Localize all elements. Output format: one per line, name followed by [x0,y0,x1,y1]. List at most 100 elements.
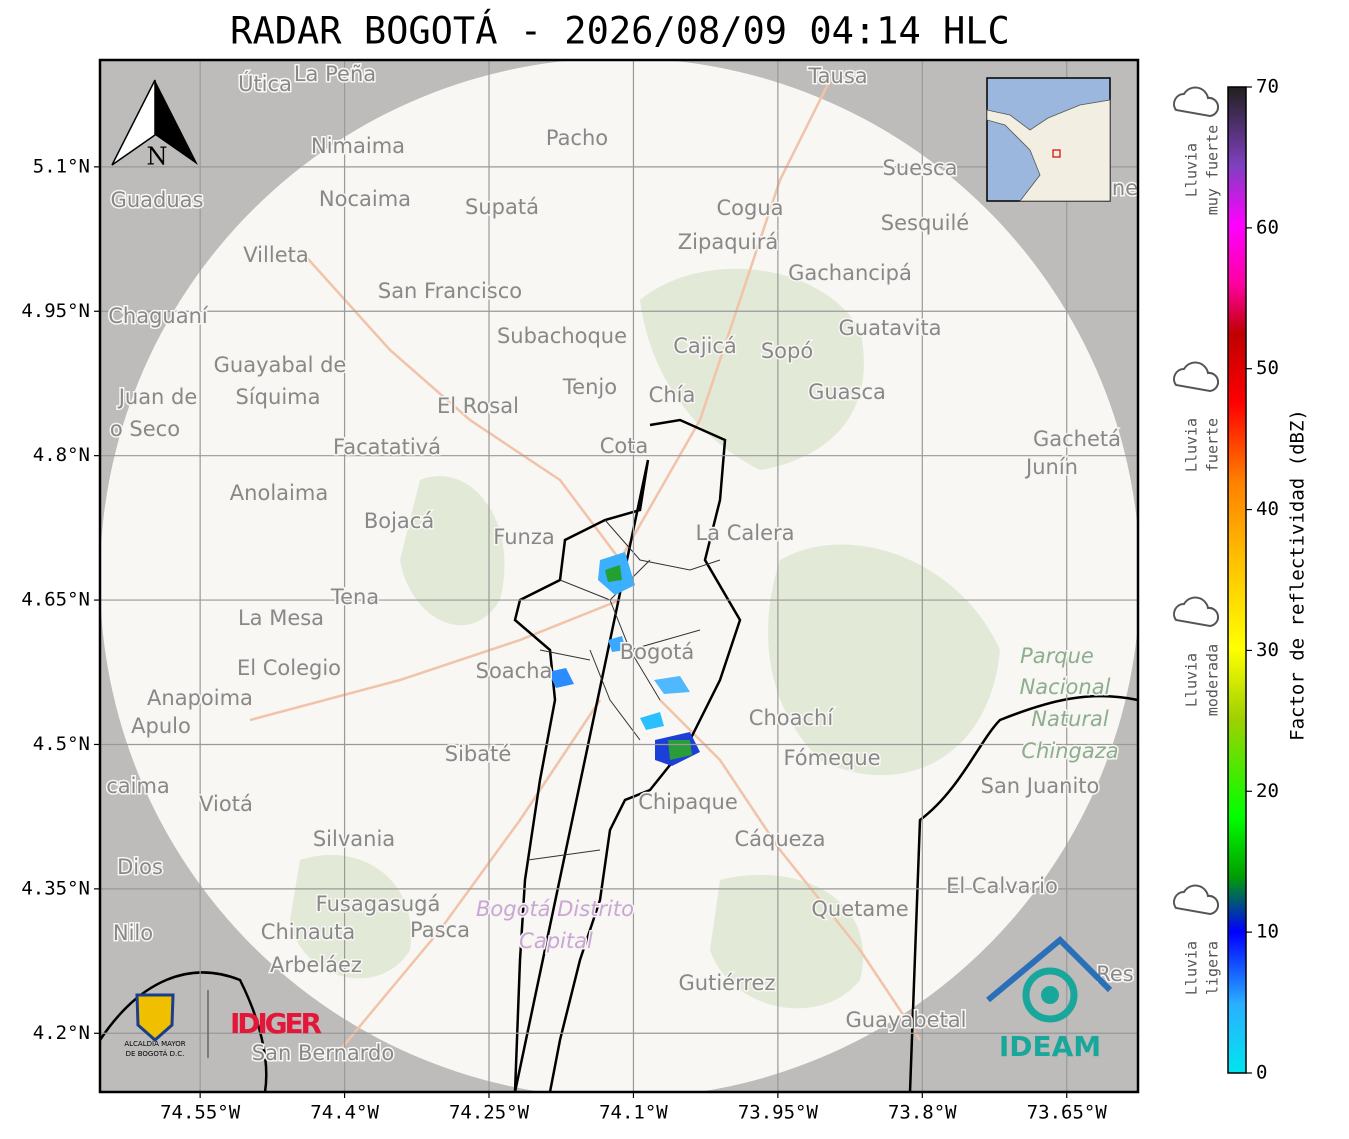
north-arrow: N [111,79,198,171]
axes: 74.55°W 74.4°W 74.25°W 74.1°W 73.95°W 73.8°W 7… [21,155,1107,1123]
y-tick-label: 4.8°N [33,444,90,466]
place-label: Chipaque [638,790,738,814]
place-label: La Mesa [238,606,324,630]
place-label: Gachancipá [788,261,912,285]
colorbar-ticks: 0 10 20 30 40 50 60 70 [1246,76,1279,1084]
place-label: Chingaza [1021,739,1118,763]
place-label: Tausa [807,64,867,88]
place-label: San Juanito [981,774,1100,798]
place-label: Funza [493,525,554,549]
place-label: La Peña [294,62,376,86]
place-label: Nilo [113,921,153,945]
place-label: Cogua [716,196,783,220]
logo-ideam: IDEAM [986,935,1113,1063]
place-label: Nacional [1020,675,1111,699]
alcaldia-line: DE BOGOTÁ D.C. [126,1049,185,1058]
place-label: La Calera [695,521,794,545]
place-label: Choachí [749,706,835,730]
place-label: Guatavita [839,316,942,340]
radar-echoes [548,552,700,766]
place-label: Zipaquirá [678,230,778,254]
colorbar-tick-label: 10 [1256,921,1279,943]
place-label: Cota [600,434,649,458]
department-border [908,694,1138,1092]
y-tick-label: 4.95°N [21,300,90,322]
place-label: o Seco [110,417,180,441]
place-label: Bogotá [620,640,695,664]
place-label: Junín [1024,455,1078,479]
rain-class-label: ligera [1204,941,1222,995]
colorbar-tick-label: 20 [1256,780,1279,802]
place-label: Guayabal de [214,353,347,377]
place-label: Anapoima [147,686,253,710]
place-label: El Colegio [237,656,341,680]
colorbar-tick-label: 40 [1256,498,1279,520]
place-label: Supatá [465,195,539,219]
place-label: Gutiérrez [679,971,776,995]
place-label: Cáqueza [735,827,826,851]
place-label: Facatativá [333,435,441,459]
colorbar-tick-label: 50 [1256,357,1279,379]
grid [100,60,1138,1092]
place-labels: Útica La Peña Tausa Pacho Nimaima Suesca Guadu… [105,61,1138,1067]
department-border [100,971,268,1092]
y-tick-label: 4.5°N [33,733,90,755]
colorbar [1227,86,1247,1074]
colorbar-tick-label: 30 [1256,639,1279,661]
place-label: Viotá [199,792,253,816]
place-label: Parque [1020,644,1094,668]
place-label: ne [1112,176,1138,200]
cloud-icon [1173,596,1219,628]
place-label: Natural [1031,707,1109,731]
place-label: Silvania [313,827,395,851]
place-label: Sopó [761,339,813,363]
place-label: San Francisco [378,279,522,303]
place-label: Quetame [811,897,908,921]
place-label: Bojacá [364,509,434,533]
colorbar-tick-label: 0 [1256,1062,1267,1084]
title: RADAR BOGOTÁ - 2026/08/09 04:14 HLC [230,9,1010,53]
x-tick-label: 73.8°W [888,1102,957,1124]
logo-alcaldia: ALCALDÍA MAYOR DE BOGOTÁ D.C. [124,990,209,1058]
ideam-label: IDEAM [999,1030,1101,1063]
rain-class-label: Lluvia [1183,941,1201,995]
place-label: Nocaima [319,187,411,211]
rain-class-label: fuerte [1204,418,1222,472]
rain-class-label: Lluvia [1183,653,1201,707]
place-label: Tenjo [562,375,617,399]
place-label: Bogotá Distrito [476,897,634,921]
rain-class-label: Lluvia [1183,418,1201,472]
place-label: Juan de [117,385,198,409]
colorbar-tick-label: 60 [1256,216,1279,238]
place-label: Cajicá [673,334,737,358]
x-tick-label: 74.55°W [160,1102,241,1124]
place-label: Chaguaní [108,304,209,328]
rain-class-label: moderada [1204,644,1222,716]
place-label: Chía [649,383,696,407]
logo-idiger: IDIGER [230,1007,322,1040]
cloud-icon [1173,86,1219,118]
inset-map [986,77,1111,202]
north-label: N [147,143,168,171]
place-label: Pasca [410,918,470,942]
place-label: Soacha [476,659,553,683]
y-tick-label: 4.65°N [21,589,90,611]
rain-class-label: muy fuerte [1204,125,1222,215]
roads [249,79,922,1051]
x-tick-label: 74.25°W [449,1102,530,1124]
place-label: Sesquilé [881,211,969,235]
place-label: Pacho [546,126,608,150]
map: Útica La Peña Tausa Pacho Nimaima Suesca Guadu… [100,60,1138,1092]
x-tick-label: 73.65°W [1027,1102,1108,1124]
place-label: Suesca [883,156,958,180]
place-label: Útica [238,71,292,96]
place-label: Dios [117,855,163,879]
cloud-icon [1173,884,1219,916]
y-tick-label: 5.1°N [33,155,90,177]
map-frame [98,58,1140,1094]
y-tick-label: 4.2°N [33,1022,90,1044]
place-label: Nimaima [311,134,405,158]
rain-class-label: Lluvia [1183,143,1201,197]
